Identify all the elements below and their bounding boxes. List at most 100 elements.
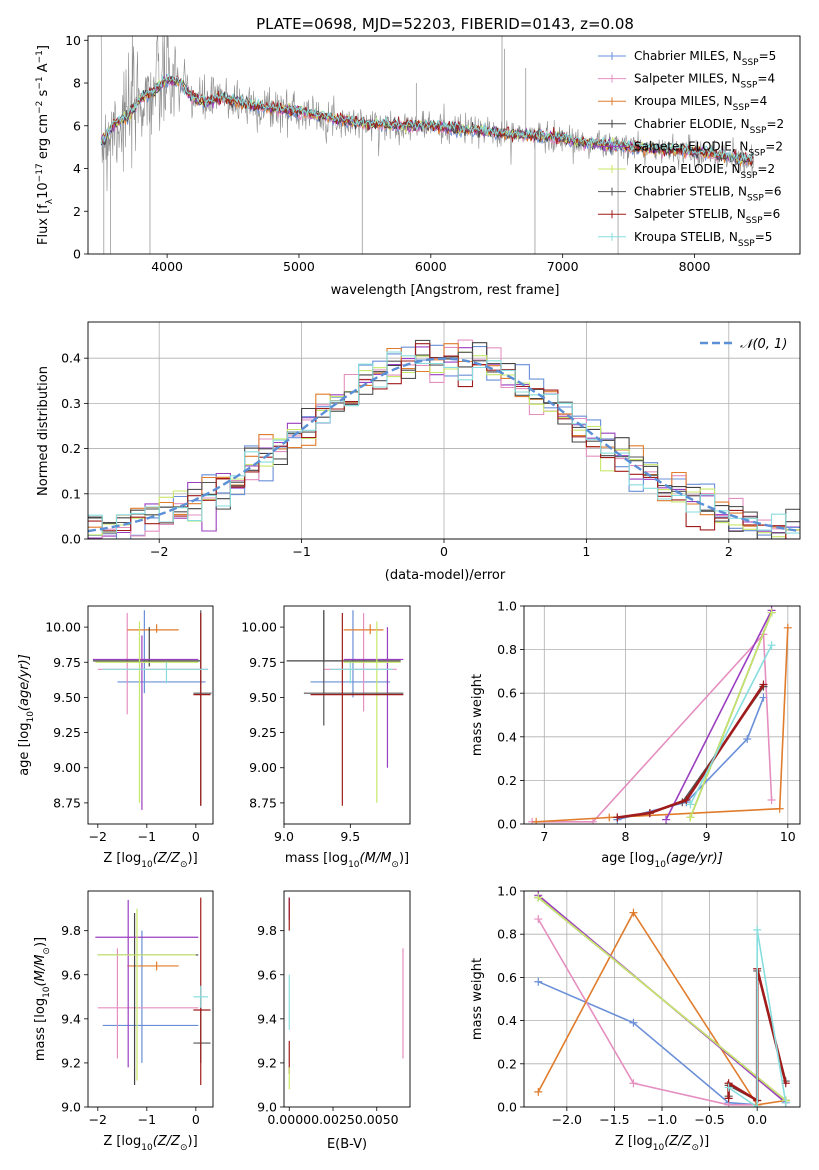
x-tick-label: −2: [89, 1112, 107, 1127]
x-axis-label-part: 10: [348, 860, 360, 870]
plot-area: [286, 610, 404, 806]
legend-label-part: SSP: [742, 58, 759, 68]
x-tick-label: 0.0: [747, 1112, 767, 1127]
x-tick-label: −2.0: [552, 1112, 582, 1127]
y-tick-label: 9.25: [53, 725, 81, 740]
x-tick-label: 6000: [415, 259, 447, 274]
y-tick-label: 0.2: [61, 441, 81, 456]
x-axis-label-part: 10: [654, 860, 666, 870]
x-axis-label: mass [log10(M/M⊙)]: [285, 851, 409, 870]
histogram-kroupa_miles: [88, 343, 800, 534]
weight-marker-kroupa_miles: [629, 908, 638, 917]
x-tick-label: 5000: [283, 259, 315, 274]
plot-area: [95, 897, 211, 1085]
x-tick-label: 8000: [679, 259, 711, 274]
axes-frame: [87, 605, 214, 825]
x-tick-label: −1.5: [599, 1112, 629, 1127]
figure-title: PLATE=0698, MJD=52203, FIBERID=0143, z=0…: [256, 15, 634, 33]
axes-frame: [283, 605, 411, 825]
y-tick-label: 0.2: [497, 1056, 517, 1071]
legend-label: Kroupa ELODIE, NSSP=2: [634, 162, 775, 181]
x-axis-label-part: ⊙: [180, 860, 188, 870]
weight-line-kroupa_stelib: [689, 644, 773, 805]
x-tick-label: −1: [138, 829, 156, 844]
legend-gaussian-label-part: 𝒩(0, 1): [740, 337, 787, 352]
x-axis-label: (data-model)/error: [385, 568, 506, 583]
plot-area: [88, 339, 800, 539]
legend-label-part: =4: [757, 72, 775, 86]
histogram-kroupa_stelib: [88, 351, 800, 534]
y-axis-label-part: −17: [35, 163, 45, 182]
x-axis-label: Z [log10(Z/Z⊙)]: [103, 1134, 197, 1153]
weight-marker-kroupa_miles: [775, 804, 784, 813]
x-tick-label: 7: [540, 829, 548, 844]
y-tick-label: 9.8: [61, 923, 81, 938]
y-axis-label-part: )]: [33, 937, 48, 947]
x-axis-label-part: Z [log: [615, 1134, 653, 1149]
x-tick-label: 0: [192, 1112, 200, 1127]
y-axis-label-part: 10: [26, 711, 36, 723]
weight-marker-salpeter_elodie: [662, 815, 671, 824]
legend-label-part: =5: [755, 230, 773, 244]
x-axis-label-part: Z [log: [103, 1134, 141, 1149]
weight-marker-chabrier_miles: [743, 734, 752, 743]
legend-label: Chabrier MILES, NSSP=5: [634, 49, 776, 68]
y-axis-label-part: ]: [36, 45, 51, 50]
weight-marker-kroupa_miles: [605, 813, 614, 822]
plot-area: [100, 36, 754, 254]
x-axis-label: Z [log10(Z/Z⊙)]: [103, 851, 197, 870]
y-axis-label-part: −1: [35, 50, 45, 63]
legend-label: Salpeter STELIB, NSSP=6: [634, 207, 780, 226]
x-tick-label: 0: [192, 829, 200, 844]
weight-marker-salpeter_stelib: [682, 796, 691, 805]
x-tick-label: 4000: [151, 259, 183, 274]
legend-label: Chabrier ELODIE, NSSP=2: [634, 117, 784, 136]
x-axis-label-part: )]: [188, 1134, 198, 1149]
x-axis-label-part: 10: [141, 860, 153, 870]
weight-line-kroupa_miles: [537, 911, 786, 1106]
mass-vs-Z-axes: −2 −1 09.09.29.49.69.8Z [log10(Z/Z⊙)]mass …: [33, 890, 214, 1153]
y-tick-label: 10: [65, 33, 81, 48]
weight-marker-kroupa_stelib: [686, 800, 695, 809]
weight-marker-kroupa_elodie: [534, 893, 543, 902]
y-tick-label: 0: [73, 247, 81, 262]
y-axis-label-part: Flux [f: [36, 204, 51, 245]
y-tick-label: 9.0: [257, 1100, 277, 1115]
x-tick-label: −2: [89, 829, 107, 844]
y-axis-label: mass [log10(M/M⊙)]: [33, 937, 52, 1061]
y-axis-label-part: (age/yr)]: [17, 654, 32, 711]
y-tick-label: 0.0: [497, 817, 517, 832]
y-tick-label: 9.50: [53, 690, 81, 705]
model-line-kroupa_stelib: [100, 74, 754, 165]
legend-label-part: SSP: [747, 194, 764, 204]
y-axis-label: age [log10(age/yr)]: [17, 654, 36, 776]
weight-line-kroupa_elodie: [537, 896, 787, 1102]
x-axis-label-part: ⊙: [391, 860, 399, 870]
weight-marker-kroupa_miles: [532, 817, 541, 824]
y-tick-label: 0.8: [497, 927, 517, 942]
model-line-kroupa_elodie: [100, 75, 754, 164]
x-axis-label-part: )]: [399, 851, 409, 866]
x-axis-label-part: 10: [141, 1143, 153, 1153]
y-tick-label: 10.00: [241, 620, 277, 635]
weight-line-salpeter_stelib: [617, 683, 765, 819]
plot-area: [528, 606, 792, 824]
y-axis-label-part: erg cm: [36, 114, 51, 163]
legend-label: Salpeter MILES, NSSP=4: [634, 72, 775, 91]
legend-label-part: Kroupa STELIB, N: [634, 230, 738, 244]
weight-line-chabrier_miles: [617, 697, 765, 821]
x-tick-label: −1.0: [647, 1112, 677, 1127]
x-tick-label: 10: [780, 829, 796, 844]
plot-area: [288, 897, 404, 1090]
x-tick-label: 8: [621, 829, 629, 844]
y-tick-label: 0.4: [497, 1013, 517, 1028]
y-axis-label-part: −1: [35, 76, 45, 89]
x-axis-label-part: E(B-V): [327, 1137, 367, 1152]
gaussian-curve: [88, 357, 800, 533]
weight-marker-salpeter_stelib: [759, 680, 768, 689]
y-tick-label: 9.75: [249, 655, 277, 670]
legend-label-part: =2: [765, 139, 783, 153]
legend-label-part: =5: [759, 49, 777, 63]
y-tick-label: 9.4: [257, 1011, 277, 1026]
